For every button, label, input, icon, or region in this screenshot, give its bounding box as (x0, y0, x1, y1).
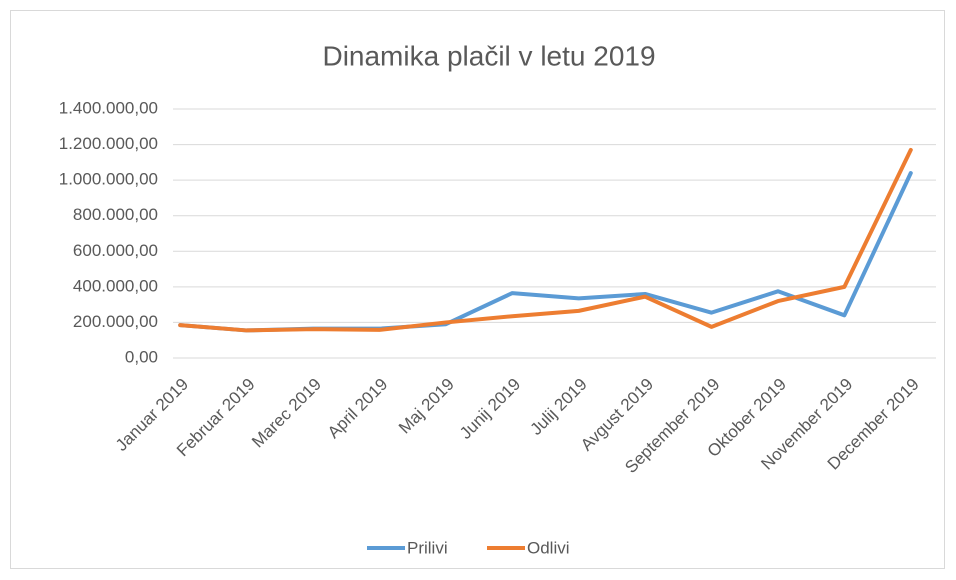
y-tick-label: 600.000,00 (73, 241, 158, 260)
legend-label: Prilivi (407, 538, 448, 557)
y-tick-label: 800.000,00 (73, 205, 158, 224)
y-tick-label: 400.000,00 (73, 276, 158, 295)
y-tick-label: 1.400.000,00 (59, 98, 158, 117)
legend-label: Odlivi (527, 538, 570, 557)
chart-border (10, 10, 945, 569)
y-tick-label: 1.000.000,00 (59, 170, 158, 189)
chart-title: Dinamika plačil v letu 2019 (322, 40, 655, 71)
y-tick-label: 1.200.000,00 (59, 134, 158, 153)
y-tick-label: 200.000,00 (73, 312, 158, 331)
y-tick-label: 0,00 (125, 347, 158, 366)
series-line (178, 147, 913, 333)
